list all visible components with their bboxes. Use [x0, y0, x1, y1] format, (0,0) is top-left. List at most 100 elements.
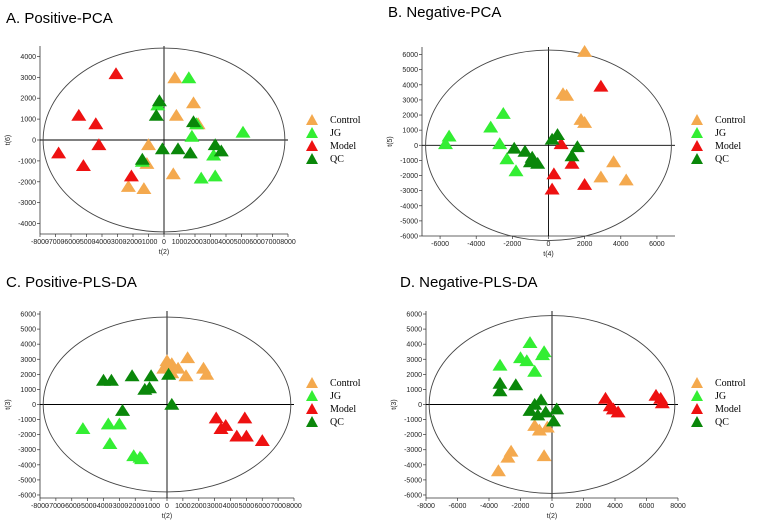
y-tick-label: -2000 [18, 432, 36, 439]
legend-label-qc: QC [330, 154, 344, 165]
data-point-jg [102, 437, 118, 449]
series-control [555, 45, 634, 186]
data-point-jg [441, 129, 457, 142]
y-tick-label: 4000 [402, 82, 418, 89]
y-tick-label: 6000 [406, 312, 422, 319]
data-point-qc [182, 146, 198, 159]
x-tick-label: -7000 [47, 503, 65, 510]
data-point-model [254, 434, 270, 446]
data-point-qc [522, 155, 538, 168]
legend-marker-control [691, 377, 703, 388]
data-point-jg [495, 107, 511, 119]
data-point-qc [492, 376, 508, 389]
data-point-qc [550, 128, 565, 140]
legend-marker-control [306, 114, 318, 125]
data-point-jg [492, 137, 508, 150]
y-tick-label: -3000 [400, 188, 418, 195]
data-point-model [123, 169, 139, 182]
chart-panel-2: B. Negative-PCA -6000 -4000 -2000 0 2000 4000 6… [387, 4, 746, 258]
data-point-qc [137, 382, 153, 395]
data-point-model [218, 419, 234, 431]
legend-label-qc: QC [715, 417, 729, 428]
y-tick-label: 1000 [402, 128, 418, 135]
y-tick-label: -1000 [18, 417, 36, 424]
data-point-control [593, 170, 609, 183]
data-point-control [186, 96, 201, 109]
legend-marker-qc [691, 153, 703, 164]
data-point-qc [564, 149, 580, 162]
series-control [490, 419, 555, 477]
y-tick-label: 4000 [406, 342, 422, 349]
data-point-control [559, 88, 575, 101]
data-point-jg [75, 422, 91, 434]
x-axis-label: t(2) [159, 249, 170, 256]
data-point-control [536, 449, 552, 462]
data-point-jg [522, 336, 538, 348]
data-point-model [577, 178, 593, 190]
y-tick-label: -1000 [400, 158, 418, 165]
data-point-model [564, 156, 580, 169]
x-tick-label: 8000 [280, 239, 296, 246]
data-point-control [168, 108, 184, 121]
data-point-jg [193, 171, 209, 184]
y-tick-label: 3000 [20, 357, 36, 364]
x-tick-label: -2000 [124, 239, 142, 246]
y-tick-label: 3000 [402, 97, 418, 104]
y-tick-label: 5000 [406, 327, 422, 334]
legend-label-jg: JG [715, 391, 726, 402]
legend-marker-qc [691, 416, 703, 427]
legend-marker-jg [306, 390, 318, 401]
series-qc [506, 128, 585, 169]
data-point-qc [143, 369, 159, 382]
y-tick-label: 1000 [20, 387, 36, 394]
y-tick-label: -4000 [18, 462, 36, 469]
data-point-model [544, 182, 560, 195]
data-point-control [490, 464, 506, 477]
x-tick-label: 1000 [175, 503, 191, 510]
data-point-jg [483, 120, 499, 133]
data-point-model [593, 79, 609, 92]
data-point-jg [519, 354, 535, 367]
data-point-qc [546, 414, 562, 427]
x-tick-label: 4000 [218, 239, 234, 246]
x-tick-label: -4000 [480, 503, 498, 510]
legend: Control JG Model QC [691, 377, 746, 428]
x-tick-label: 3000 [207, 503, 223, 510]
y-tick-label: 0 [32, 138, 36, 145]
x-tick-label: -3000 [110, 503, 128, 510]
legend-label-qc: QC [715, 154, 729, 165]
data-point-jg [508, 164, 524, 177]
data-point-qc [492, 384, 508, 397]
x-tick-label: 4000 [607, 503, 623, 510]
data-point-qc [533, 393, 549, 406]
data-point-qc [103, 373, 119, 386]
legend: Control JG Model QC [691, 114, 746, 165]
data-point-qc [506, 141, 522, 154]
chart-title: D. Negative-PLS-DA [400, 274, 538, 291]
confidence-ellipse [42, 316, 292, 493]
series-qc [492, 376, 565, 427]
data-point-qc [148, 108, 164, 121]
x-tick-label: -2000 [126, 503, 144, 510]
data-point-model [91, 138, 107, 151]
legend-marker-qc [306, 153, 318, 164]
data-point-model [237, 411, 253, 424]
x-tick-label: 6000 [639, 503, 655, 510]
data-point-model [605, 402, 621, 415]
legend-marker-jg [691, 390, 703, 401]
y-tick-label: -6000 [18, 492, 36, 499]
series-qc [134, 94, 229, 165]
legend-label-control: Control [330, 378, 361, 389]
data-point-jg [206, 148, 222, 161]
data-point-model [75, 159, 91, 171]
data-point-jg [184, 129, 200, 142]
x-tick-label: 2000 [576, 503, 592, 510]
legend-marker-jg [691, 127, 703, 138]
y-tick-label: 4000 [20, 54, 36, 61]
data-point-qc [186, 115, 201, 128]
confidence-ellipse [428, 315, 676, 494]
x-tick-label: 4000 [613, 241, 629, 248]
series-jg [438, 107, 524, 177]
x-tick-label: 0 [162, 239, 166, 246]
